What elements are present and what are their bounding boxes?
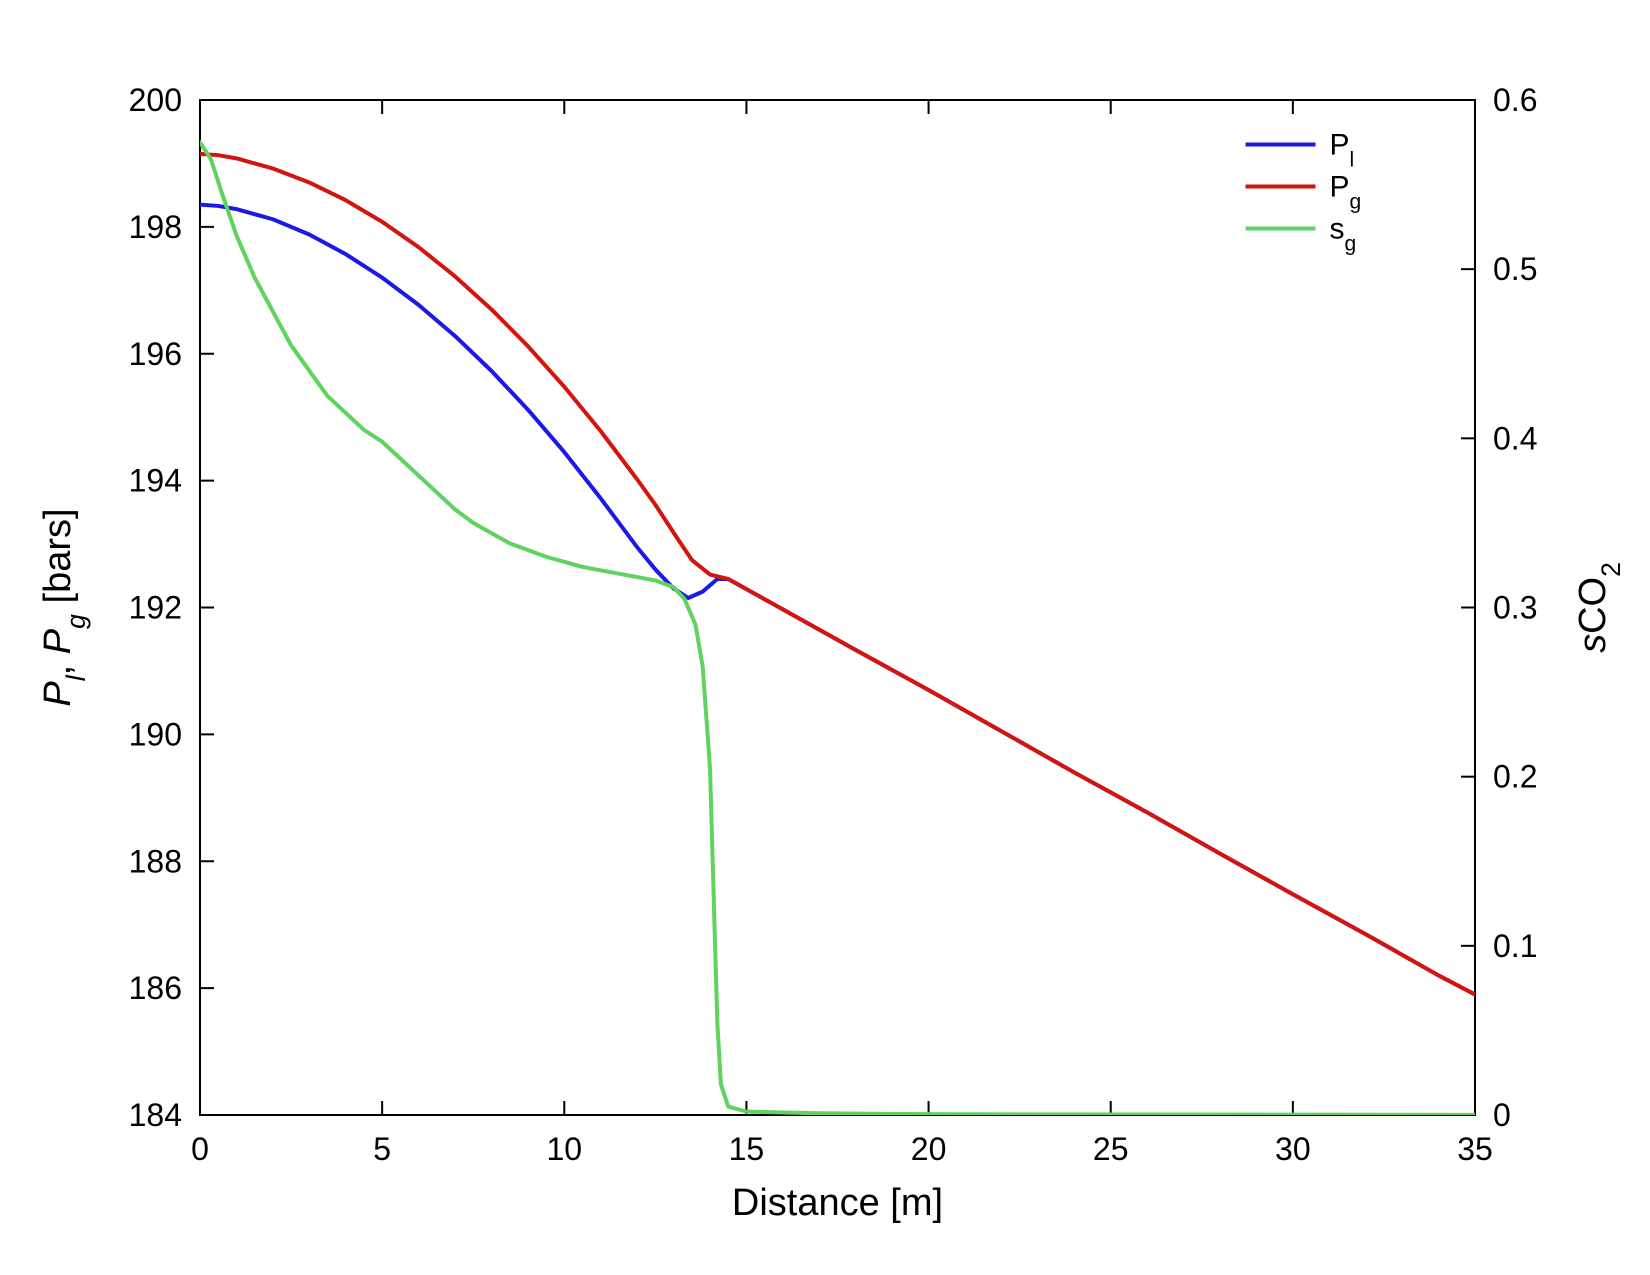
y1-tick-label: 184 bbox=[129, 1097, 182, 1133]
y2-tick-label: 0.1 bbox=[1493, 928, 1537, 964]
y1-tick-label: 186 bbox=[129, 970, 182, 1006]
y1-tick-label: 188 bbox=[129, 843, 182, 879]
y2-tick-label: 0.4 bbox=[1493, 420, 1537, 456]
x-axis-title: Distance [m] bbox=[732, 1182, 943, 1224]
y2-tick-label: 0 bbox=[1493, 1097, 1511, 1133]
chart-canvas: 0 5 10 15 20 25 30 35 184 186 188 190 192 194 196 198 20… bbox=[0, 0, 1650, 1275]
x-tick-label: 30 bbox=[1275, 1131, 1311, 1167]
x-tick-label: 15 bbox=[729, 1131, 765, 1167]
y1-tick-label: 198 bbox=[129, 209, 182, 245]
x-tick-label: 5 bbox=[373, 1131, 391, 1167]
y1-tick-label: 190 bbox=[129, 716, 182, 752]
x-tick-label: 20 bbox=[911, 1131, 947, 1167]
y1-tick-label: 194 bbox=[129, 463, 182, 499]
x-tick-label: 35 bbox=[1457, 1131, 1493, 1167]
x-tick-label: 10 bbox=[546, 1131, 582, 1167]
y2-tick-label: 0.5 bbox=[1493, 251, 1537, 287]
x-tick-label: 0 bbox=[191, 1131, 209, 1167]
y1-tick-label: 200 bbox=[129, 82, 182, 118]
y2-tick-label: 0.3 bbox=[1493, 590, 1537, 626]
y2-tick-label: 0.2 bbox=[1493, 759, 1537, 795]
y1-tick-label: 196 bbox=[129, 336, 182, 372]
y2-tick-label: 0.6 bbox=[1493, 82, 1537, 118]
x-tick-label: 25 bbox=[1093, 1131, 1129, 1167]
pressure-saturation-chart: 0 5 10 15 20 25 30 35 184 186 188 190 192 194 196 198 20… bbox=[0, 0, 1650, 1275]
y1-tick-label: 192 bbox=[129, 590, 182, 626]
